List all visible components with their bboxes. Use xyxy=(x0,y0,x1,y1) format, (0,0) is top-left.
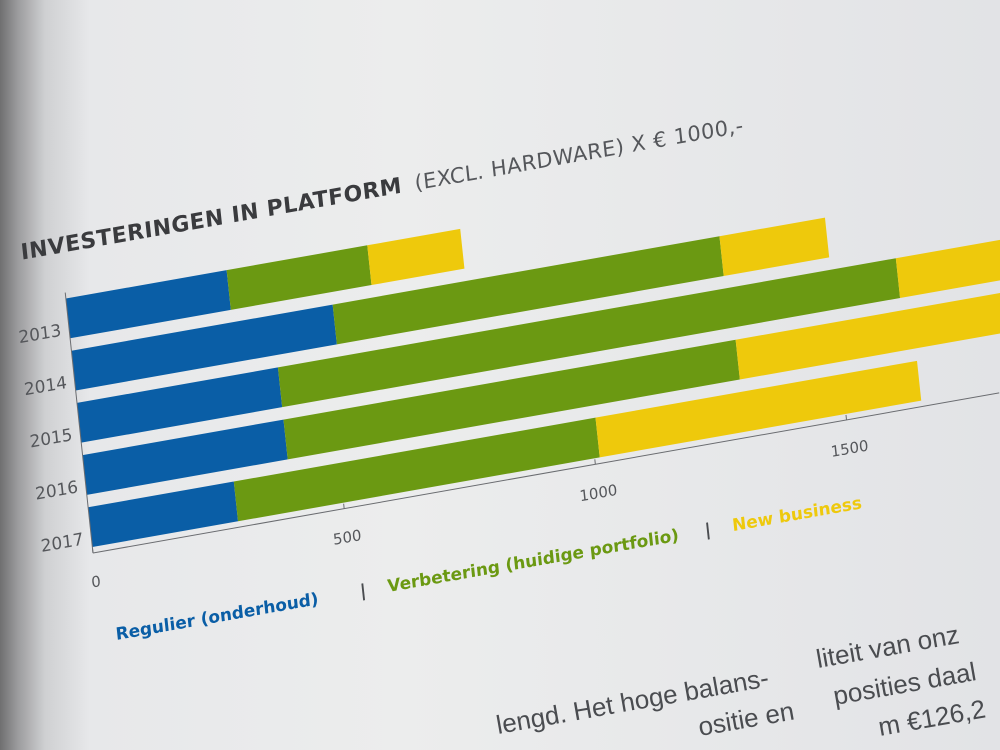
chart-plane: INVESTERINGEN IN PLATFORM (EXCL. HARDWAR… xyxy=(18,113,1000,645)
legend-item-2: New business xyxy=(731,493,863,536)
x-tick-label-1000: 1000 xyxy=(579,481,618,506)
bar-2016-series-1 xyxy=(283,339,740,460)
bar-2016-series-2 xyxy=(735,277,1000,380)
bar-2015-series-1 xyxy=(277,258,901,408)
x-axis-ticks: 0 500 1000 1500 xyxy=(90,414,869,592)
legend-separator: | xyxy=(704,520,712,541)
bars-group xyxy=(65,217,1000,548)
bar-2014-series-1 xyxy=(332,236,724,345)
bar-2017-series-2 xyxy=(595,360,922,458)
x-tick-label-1500: 1500 xyxy=(830,436,869,461)
legend-item-1: Verbetering (huidige portfolio) xyxy=(387,526,680,597)
bar-2017-series-1 xyxy=(233,417,600,522)
bar-2017-series-0 xyxy=(88,481,239,548)
x-tick-0 xyxy=(91,547,94,554)
bar-2014-series-2 xyxy=(719,217,830,277)
bar-2016-series-0 xyxy=(82,419,288,495)
year-label-2013: 2013 xyxy=(18,321,63,348)
year-label-2014: 2014 xyxy=(23,373,68,400)
y-axis-line xyxy=(64,292,94,554)
body-text-block: lengd. Het hoge balans- ositie en liteit… xyxy=(494,619,988,742)
x-tick-500 xyxy=(343,503,345,509)
legend-item-0: Regulier (onderhoud) xyxy=(115,589,320,645)
x-axis-line xyxy=(92,392,1000,554)
bar-2013-series-1 xyxy=(226,245,372,310)
year-label-2016: 2016 xyxy=(34,477,79,504)
bar-2014-series-0 xyxy=(71,304,337,391)
x-tick-1000 xyxy=(594,459,596,465)
legend-separator: | xyxy=(359,581,367,602)
x-tick-label-0: 0 xyxy=(90,572,101,592)
bar-2015-series-2 xyxy=(895,220,1000,299)
year-label-2015: 2015 xyxy=(29,425,74,452)
year-label-2017: 2017 xyxy=(40,530,85,557)
x-tick-label-500: 500 xyxy=(332,526,362,549)
bar-2013-series-0 xyxy=(65,270,231,339)
x-tick-1500 xyxy=(845,414,848,420)
chart-title-sub: (EXCL. HARDWARE) X € 1000,- xyxy=(413,113,744,195)
bar-2015-series-0 xyxy=(76,367,283,443)
bar-2013-series-2 xyxy=(367,228,465,286)
